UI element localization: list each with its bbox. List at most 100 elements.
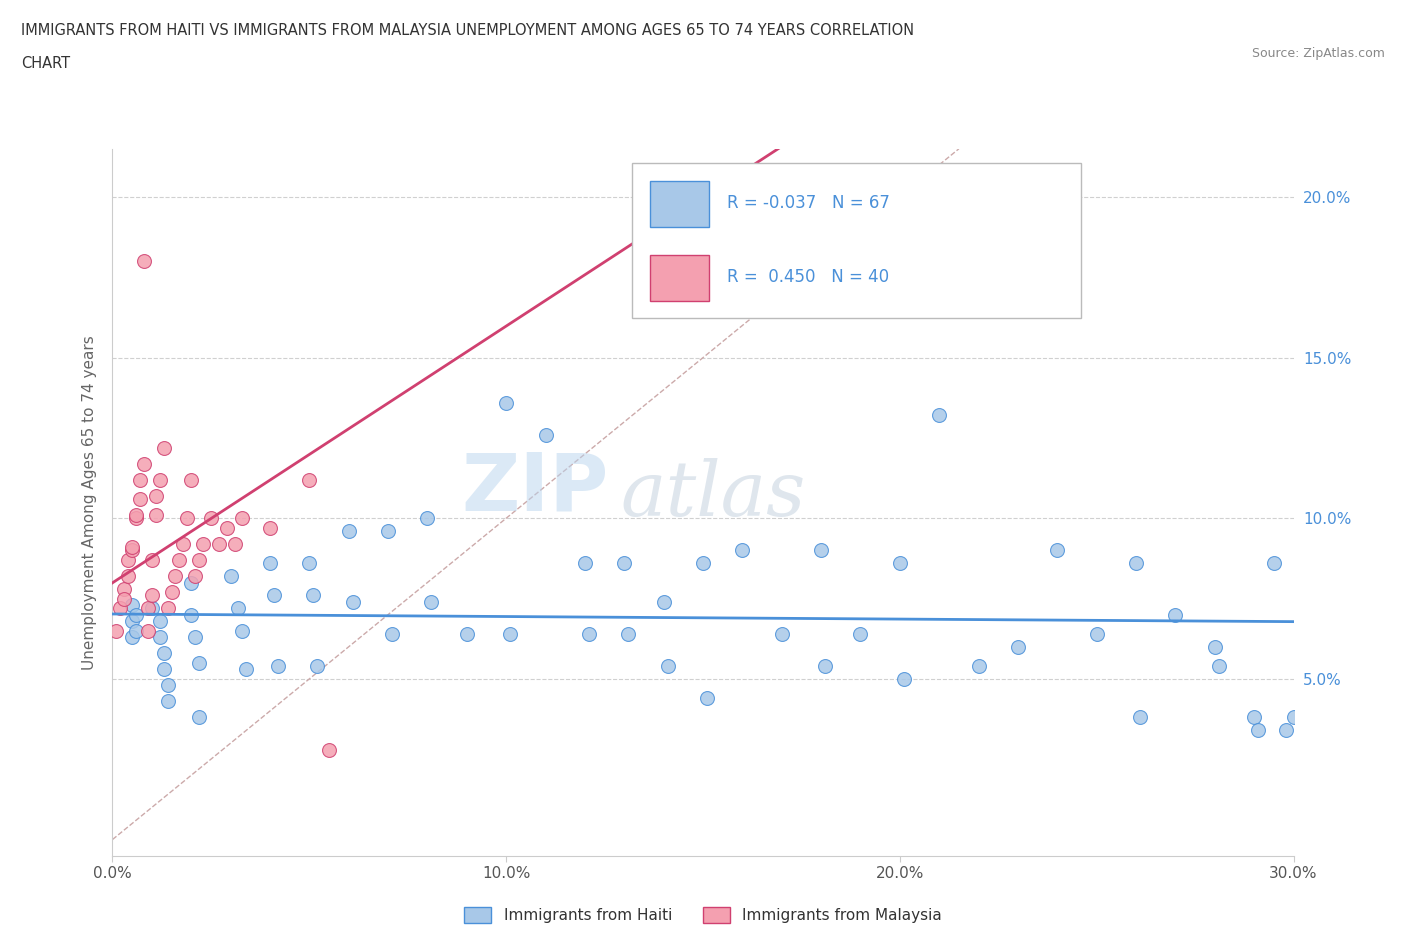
Point xyxy=(1208,658,1230,673)
Point xyxy=(117,568,139,583)
Text: atlas: atlas xyxy=(620,458,806,532)
Point xyxy=(208,537,231,551)
Point xyxy=(849,627,872,642)
Point xyxy=(893,671,915,686)
Point xyxy=(152,662,174,677)
Point xyxy=(156,678,179,693)
Point xyxy=(132,254,155,269)
Point xyxy=(657,658,679,673)
Point xyxy=(617,627,640,642)
Point xyxy=(180,575,202,590)
Point xyxy=(416,511,439,525)
Point xyxy=(1129,710,1152,724)
Point xyxy=(165,568,187,583)
Point xyxy=(176,511,198,525)
Point xyxy=(172,537,194,551)
Point xyxy=(149,630,172,644)
Point xyxy=(231,623,253,638)
Text: CHART: CHART xyxy=(21,56,70,71)
Point xyxy=(1274,723,1296,737)
Point xyxy=(302,588,325,603)
Point xyxy=(652,594,675,609)
Point xyxy=(337,524,360,538)
Point xyxy=(145,508,167,523)
Point xyxy=(810,543,832,558)
Point xyxy=(377,524,399,538)
Point xyxy=(125,607,148,622)
Point xyxy=(141,552,163,567)
Point xyxy=(578,627,600,642)
Point xyxy=(145,488,167,503)
Point xyxy=(152,440,174,455)
Point xyxy=(125,623,148,638)
Point xyxy=(318,742,340,757)
Point xyxy=(235,662,257,677)
Y-axis label: Unemployment Among Ages 65 to 74 years: Unemployment Among Ages 65 to 74 years xyxy=(82,335,97,670)
Point xyxy=(129,472,152,487)
Point xyxy=(231,511,253,525)
Point xyxy=(259,556,281,571)
Point xyxy=(342,594,364,609)
Point xyxy=(180,607,202,622)
Point xyxy=(967,658,990,673)
Point xyxy=(152,645,174,660)
Point xyxy=(1247,723,1270,737)
Point xyxy=(125,511,148,525)
Legend: Immigrants from Haiti, Immigrants from Malaysia: Immigrants from Haiti, Immigrants from M… xyxy=(458,901,948,929)
Point xyxy=(696,691,718,706)
FancyBboxPatch shape xyxy=(650,180,709,227)
Point xyxy=(298,556,321,571)
Text: R =  0.450   N = 40: R = 0.450 N = 40 xyxy=(727,269,889,286)
Point xyxy=(105,623,128,638)
Point xyxy=(692,556,714,571)
Point xyxy=(188,552,211,567)
Point xyxy=(770,627,793,642)
Point xyxy=(117,552,139,567)
Point xyxy=(215,521,238,536)
Point xyxy=(188,656,211,671)
Point xyxy=(121,543,143,558)
FancyBboxPatch shape xyxy=(633,163,1081,318)
Point xyxy=(1282,710,1305,724)
Point xyxy=(110,601,132,616)
Point xyxy=(112,581,135,596)
Point xyxy=(180,472,202,487)
Point xyxy=(160,585,183,600)
Point xyxy=(129,492,152,507)
Point xyxy=(200,511,222,525)
Point xyxy=(141,601,163,616)
Text: IMMIGRANTS FROM HAITI VS IMMIGRANTS FROM MALAYSIA UNEMPLOYMENT AMONG AGES 65 TO : IMMIGRANTS FROM HAITI VS IMMIGRANTS FROM… xyxy=(21,23,914,38)
Point xyxy=(1204,639,1226,654)
Point xyxy=(169,552,191,567)
Point xyxy=(495,395,517,410)
Point xyxy=(928,408,950,423)
Point xyxy=(259,521,281,536)
Point xyxy=(456,627,478,642)
Point xyxy=(224,537,246,551)
Point xyxy=(298,472,321,487)
Point xyxy=(307,658,329,673)
Point xyxy=(420,594,443,609)
Point xyxy=(125,508,148,523)
Point xyxy=(156,601,179,616)
Point xyxy=(499,627,522,642)
Point xyxy=(191,537,214,551)
Text: ZIP: ZIP xyxy=(461,449,609,527)
Point xyxy=(381,627,404,642)
Point xyxy=(267,658,290,673)
Point xyxy=(121,539,143,554)
Point xyxy=(534,427,557,442)
Point xyxy=(156,694,179,709)
Point xyxy=(188,710,211,724)
Point xyxy=(149,614,172,629)
Point xyxy=(731,543,754,558)
Point xyxy=(613,556,636,571)
Point xyxy=(889,556,911,571)
Point xyxy=(814,658,837,673)
Point xyxy=(136,601,159,616)
Point xyxy=(1046,543,1069,558)
Point xyxy=(1085,627,1108,642)
Point xyxy=(263,588,285,603)
Point xyxy=(1125,556,1147,571)
Point xyxy=(184,568,207,583)
